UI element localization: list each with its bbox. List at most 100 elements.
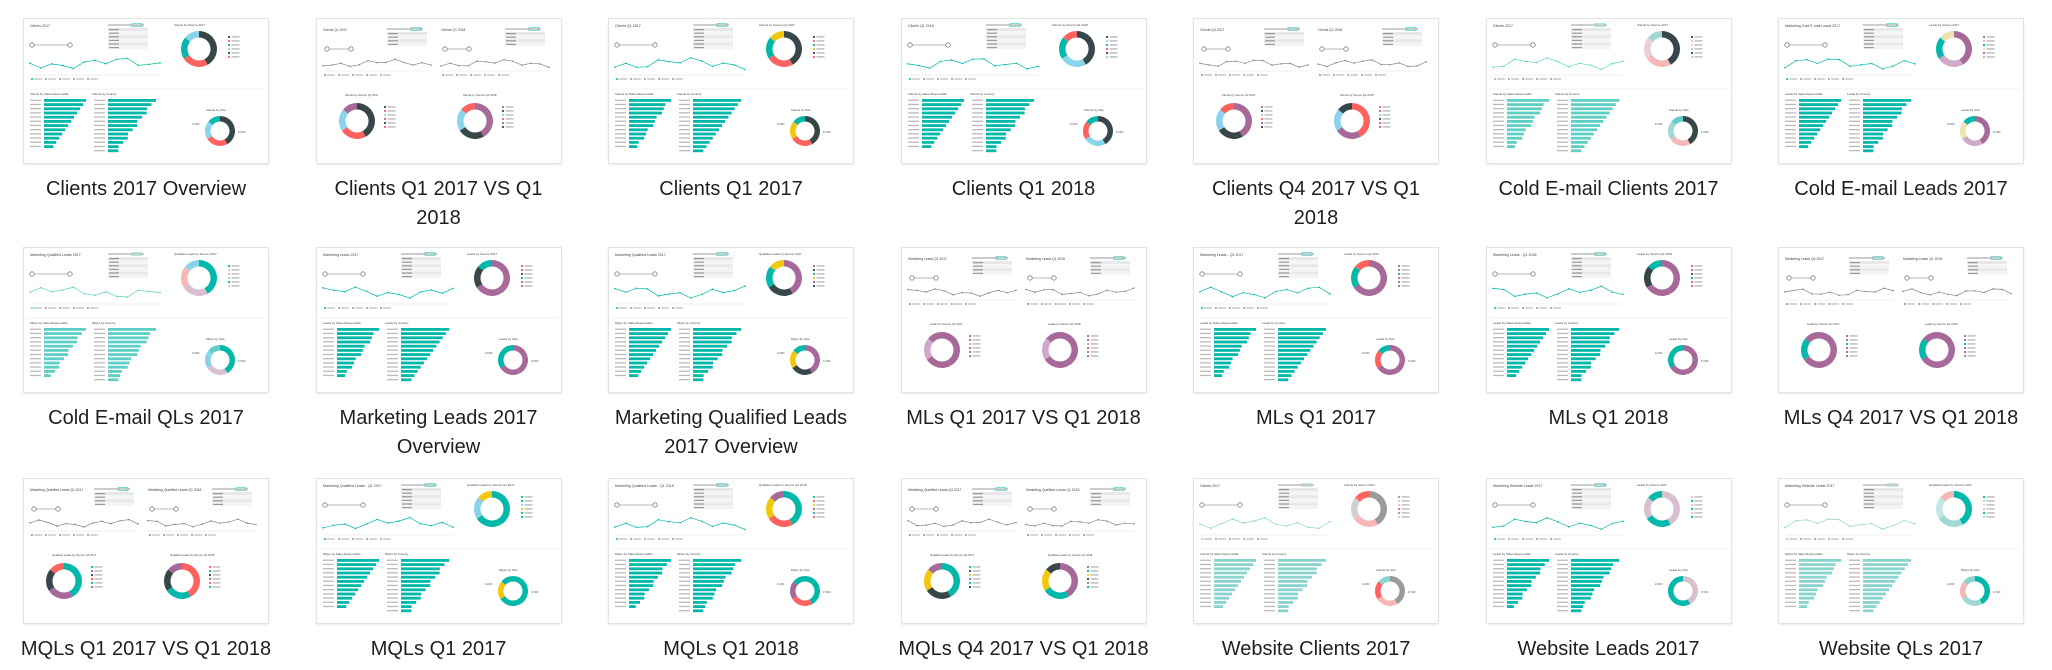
bars2-title: Clients by Country: [92, 92, 117, 96]
bar: [108, 336, 149, 340]
report-thumbnail[interactable]: Marketing Qualified Leads - Q1 2018 Quali…: [609, 479, 853, 623]
size-title: Clients by Size: [1084, 108, 1104, 112]
bar: [693, 596, 713, 600]
donut-slice: [208, 345, 220, 354]
donut-slice: [1669, 136, 1690, 146]
source-donut: [45, 563, 83, 599]
bar: [1863, 588, 1890, 592]
bar: [693, 370, 709, 373]
date-slicer: [1786, 275, 1816, 281]
donut-title: Clients by Source Q1 2017: [759, 23, 795, 27]
report-thumbnail[interactable]: Marketing Qualified Leads Q1 2017 Qualifi…: [24, 479, 268, 623]
bar: [629, 340, 663, 344]
file-name[interactable]: MQLs Q1 2018: [663, 638, 799, 660]
size-label: 47,000: [1408, 360, 1416, 363]
report-thumbnail[interactable]: Marketing Website Leads 2017 Leads by Sou…: [1486, 479, 1731, 623]
report-thumbnail[interactable]: Marketing Leads Q4 2017 Leads by Source Q…: [1779, 248, 2023, 392]
file-name[interactable]: Cold E-mail QLs 2017: [48, 407, 244, 429]
bar: [1506, 605, 1514, 608]
file-name[interactable]: Clients Q1 2017: [659, 178, 803, 200]
report-title: Marketing Leads Q4 2017: [1785, 257, 1824, 261]
report-thumbnail[interactable]: Marketing Leads 2017 Leads by Source 2017…: [316, 248, 561, 392]
file-name[interactable]: MQLs Q4 2017 VS Q1 2018: [898, 638, 1149, 660]
donut-slice: [927, 563, 942, 574]
file-name[interactable]: MLs Q4 2017 VS Q1 2018: [1783, 407, 2019, 429]
report-thumbnail[interactable]: Clients Q4 2017 Clients by Source Q4 2017…: [1194, 19, 1438, 163]
file-name[interactable]: MLs Q1 2018: [1548, 407, 1669, 429]
donut-title: Qualified Leads by Source Q1 2017: [52, 553, 97, 557]
report-thumbnail[interactable]: Clients 2017 Clients by Source 2017 Client…: [1194, 479, 1438, 623]
trend-line-chart: [1317, 59, 1427, 76]
donut-slice: [1669, 596, 1690, 606]
report-thumbnail[interactable]: Marketing Leads - Q1 2018 Leads by Source…: [1486, 248, 1731, 392]
bar: [1506, 353, 1531, 356]
bar: [108, 361, 130, 365]
report-thumbnail[interactable]: Marketing Qualified Leads Q4 2017 Qualifi…: [901, 479, 1146, 623]
report-thumbnail[interactable]: Clients Q1 2018 Clients by Source Q1 2018…: [901, 19, 1146, 163]
thumbnail-preview: Marketing Qualified Leads Q1 2017 Qualifi…: [29, 487, 257, 599]
donut-slice: [341, 127, 366, 139]
file-name[interactable]: MLs Q1 2017 VS Q1 2018: [906, 407, 1141, 429]
bar: [1570, 124, 1600, 127]
report-thumbnail[interactable]: Marketing Leads Q1 2017 Leads by Source Q…: [901, 248, 1146, 392]
thumbnail-preview: Marketing Qualified Leads 2017 Qualified …: [611, 252, 851, 382]
country-bars: [1556, 99, 1619, 153]
donut-slice: [784, 491, 802, 525]
bar: [693, 145, 707, 148]
donut-slice: [1044, 587, 1069, 599]
size-title: MQLs by Size: [1961, 568, 1980, 572]
file-name[interactable]: MQLs Q1 2017 VS Q1 2018: [20, 638, 272, 660]
file-name[interactable]: Website Clients 2017: [1221, 638, 1411, 660]
bar: [629, 584, 654, 587]
file-name[interactable]: Cold E-mail Clients 2017: [1498, 178, 1719, 200]
file-name[interactable]: Website QLs 2017: [1818, 638, 1984, 660]
file-name[interactable]: Clients Q1 2017 VS Q1 2018: [334, 178, 543, 229]
bar: [629, 580, 654, 583]
report-thumbnail[interactable]: Marketing Qualified Leads 2017 Qualified …: [609, 248, 853, 392]
bar: [44, 353, 69, 356]
bar: [629, 111, 663, 115]
file-name[interactable]: Website Leads 2017: [1517, 638, 1700, 660]
file-name[interactable]: Cold E-mail Leads 2017: [1794, 178, 2008, 200]
file-name[interactable]: MQLs Q1 2017: [370, 638, 507, 660]
file-name[interactable]: Clients 2017 Overview: [45, 178, 247, 200]
donut-slice: [205, 350, 213, 369]
file-name[interactable]: Clients Q4 2017 VS Q1 2018: [1212, 178, 1420, 229]
report-thumbnail[interactable]: Marketing Cold E-mail Leads 2017 Leads by…: [1779, 19, 2023, 163]
bar: [1278, 332, 1323, 335]
bars2-title: MQLs by Country: [677, 552, 701, 556]
report-thumbnail[interactable]: Clients 2017 Clients by Source 2017 Client…: [24, 19, 268, 163]
report-thumbnail[interactable]: Marketing Qualified Leads 2017 Qualified …: [24, 248, 268, 392]
donut-slice: [1963, 116, 1975, 125]
bar: [336, 357, 356, 361]
report-thumbnail[interactable]: Marketing Website Leads 2017 Qualified Le…: [1779, 479, 2023, 623]
file-name[interactable]: Marketing Leads 2017 Overview: [339, 407, 538, 458]
donut-slice: [342, 103, 357, 114]
report-thumbnail[interactable]: Clients 2017 Clients by Source 2017 Client…: [1486, 19, 1731, 163]
bar: [108, 349, 139, 352]
bar: [336, 567, 373, 571]
donut-title: Qualified Leads by Source Q1 2017: [467, 483, 515, 487]
report-thumbnail[interactable]: Clients Q1 2017 Clients by Source Q1 2017…: [316, 19, 561, 163]
report-thumbnail[interactable]: Marketing Qualified Leads - Q1 2017 Quali…: [316, 479, 561, 623]
bar: [44, 103, 84, 106]
report-thumbnail[interactable]: Clients Q1 2017 Clients by Source Q1 2017…: [609, 19, 853, 163]
donut-slice: [1338, 103, 1352, 114]
bar: [108, 128, 133, 132]
size-label: 47,000: [1408, 591, 1416, 594]
filter-list: [400, 483, 441, 510]
bar: [1570, 575, 1604, 579]
bar: [1863, 99, 1911, 102]
file-name[interactable]: Clients Q1 2018: [951, 178, 1096, 200]
trend-line-chart: [29, 286, 161, 309]
file-name[interactable]: MLs Q1 2017: [1255, 407, 1377, 429]
size-donut: [1667, 345, 1698, 375]
report-thumbnail[interactable]: Marketing Leads - Q1 2017 Leads by Source…: [1194, 248, 1438, 392]
file-name[interactable]: Marketing Qualified Leads 2017 Overview: [614, 407, 848, 458]
report-title: Marketing Qualified Leads - Q1 2018: [615, 484, 674, 488]
bar: [336, 559, 379, 562]
donut-slice: [923, 569, 933, 591]
report-title: Marketing Qualified Leads Q1 2018: [1026, 488, 1079, 492]
filter-list: [1382, 27, 1422, 46]
bar: [693, 605, 706, 608]
